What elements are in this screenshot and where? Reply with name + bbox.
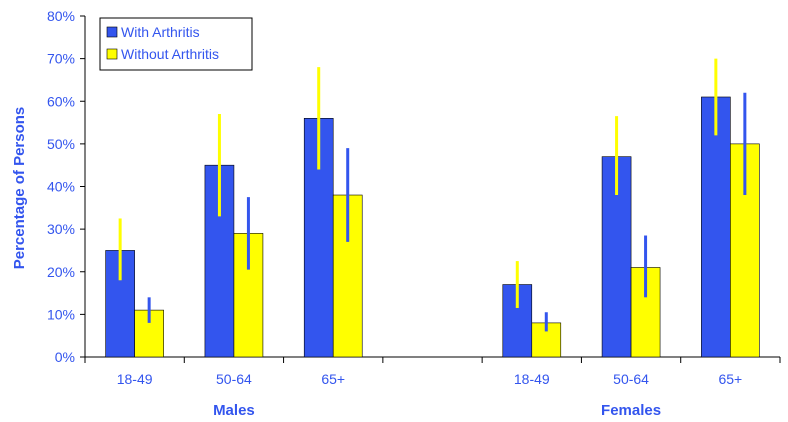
x-axis: 18-49 50-64 65+ 18-49 50-64 65+ Males Females: [84, 356, 781, 419]
legend-label-without-arthritis: Without Arthritis: [121, 46, 219, 62]
legend-box: [99, 17, 253, 71]
y-tick-label: 0%: [55, 349, 75, 365]
group-label-males: Males: [213, 402, 255, 419]
y-tick-label: 40%: [47, 179, 75, 195]
y-tick-label: 60%: [47, 93, 75, 109]
y-tick-label: 10%: [47, 306, 75, 322]
legend-swatch-with-arthritis: [106, 26, 118, 38]
bar-with-arthritis: [701, 96, 731, 358]
y-axis: 0% 10% 20% 30% 40% 50% 60% 70% 80%: [47, 8, 86, 365]
y-axis-title: Percentage of Persons: [11, 107, 28, 270]
error-bars: [118, 58, 747, 332]
x-tick-label: 50-64: [613, 371, 649, 387]
bars: [105, 96, 760, 358]
x-tick-label: 18-49: [117, 371, 153, 387]
x-tick-label: 65+: [718, 371, 742, 387]
y-tick-label: 30%: [47, 221, 75, 237]
y-tick-label: 80%: [47, 8, 75, 24]
legend-swatch-without-arthritis: [106, 48, 118, 60]
x-tick-label: 18-49: [514, 371, 550, 387]
group-label-females: Females: [601, 402, 661, 419]
y-tick-label: 70%: [47, 51, 75, 67]
x-tick-label: 65+: [321, 371, 345, 387]
legend: With Arthritis Without Arthritis: [99, 17, 253, 71]
y-tick-label: 20%: [47, 264, 75, 280]
y-tick-label: 50%: [47, 136, 75, 152]
legend-label-with-arthritis: With Arthritis: [121, 24, 200, 40]
x-tick-label: 50-64: [216, 371, 252, 387]
